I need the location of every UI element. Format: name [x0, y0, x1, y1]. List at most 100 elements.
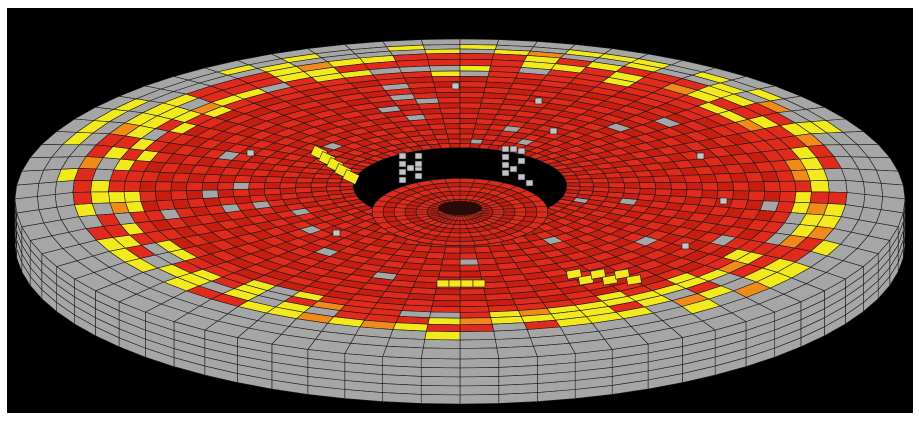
cone-cell: [459, 102, 482, 109]
cone-cell: [459, 317, 493, 326]
surround-cell: [424, 330, 461, 341]
surround-cell: [459, 339, 498, 349]
cone-cell: [459, 97, 483, 104]
cone-cell: [763, 190, 781, 202]
cone-cell: [685, 182, 703, 191]
cone-cell: [433, 133, 449, 141]
cone-cell: [430, 305, 461, 313]
yellow-highlight-cell: [436, 279, 450, 288]
surround-cell: [425, 52, 461, 61]
cone-cell: [264, 176, 283, 183]
gray-marker-cell: [534, 97, 543, 105]
cone-cell: [459, 288, 486, 296]
cone-cell: [459, 294, 487, 302]
surround-side-cell: [459, 394, 500, 405]
cone-cell: [445, 128, 461, 135]
surround-side-cell: [420, 358, 461, 369]
cone-cell: [459, 123, 477, 130]
cone-cell: [459, 107, 481, 114]
cone-cell: [427, 317, 461, 326]
cone-cell: [637, 176, 656, 183]
gray-marker-cell: [414, 152, 423, 160]
gray-marker-cell: [398, 168, 407, 176]
dust-cap-spoke: [459, 211, 543, 224]
cone-cell: [698, 173, 718, 183]
cone-cell: [248, 188, 266, 197]
cone-cell: [438, 102, 461, 109]
cone-cell: [123, 180, 142, 193]
cone-cell: [446, 133, 461, 140]
cone-cell: [435, 91, 461, 99]
cone-cell: [139, 190, 157, 202]
cone-cell: [279, 187, 297, 195]
surround-side-cell: [420, 385, 461, 396]
cone-cell: [443, 123, 461, 130]
cone-cell: [459, 75, 489, 83]
cone-cell: [438, 143, 452, 149]
surround-cell: [459, 48, 496, 55]
cone-cell: [459, 270, 482, 278]
cone-cell: [430, 70, 461, 78]
cone-cell: [459, 258, 479, 266]
gray-marker-cell: [501, 153, 510, 161]
gray-marker-cell: [509, 145, 518, 153]
gray-marker-cell: [332, 229, 341, 237]
cone-cell: [701, 189, 719, 199]
cone-cell: [809, 180, 830, 193]
cone-cell: [747, 181, 766, 192]
surround-cell: [459, 52, 495, 61]
cone-cell: [431, 300, 461, 308]
cone-cell: [441, 258, 461, 266]
yellow-highlight-cell: [472, 279, 486, 288]
surround-cell: [54, 192, 75, 208]
surround-side-cell: [14, 221, 17, 245]
gray-marker-cell: [414, 160, 423, 168]
cone-cell: [591, 177, 609, 184]
cone-cell: [434, 288, 461, 296]
gray-marker-cell: [398, 160, 407, 168]
cone-cell: [442, 252, 461, 260]
gray-marker-cell: [451, 82, 460, 90]
cone-cell: [217, 196, 237, 206]
surround-cell: [827, 191, 848, 205]
surround-cell: [382, 345, 424, 359]
cone-cell: [670, 182, 688, 190]
surround-cell: [827, 180, 848, 193]
surround-cell: [14, 196, 40, 214]
dust-cap-spoke: [377, 211, 461, 224]
surround-cell: [36, 194, 57, 211]
cone-cell: [139, 181, 157, 192]
cone-cell: [437, 97, 461, 104]
surround-cell: [425, 323, 461, 333]
yellow-highlight-cell: [614, 268, 630, 280]
cone-cell: [459, 264, 481, 272]
gray-marker-cell: [398, 176, 407, 184]
cone-cell: [794, 180, 812, 193]
cone-cell: [436, 138, 450, 145]
cone-cell: [670, 188, 688, 198]
cone-cell: [459, 142, 471, 149]
surround-cell: [459, 330, 496, 341]
gray-marker-cell: [509, 165, 518, 173]
cone-cell: [154, 190, 173, 202]
dust-cap-spoke: [459, 211, 476, 246]
gray-marker-cell: [246, 149, 255, 157]
cone-cell: [202, 197, 222, 207]
cone-cell: [438, 270, 461, 278]
cone-cell: [108, 191, 126, 204]
gray-marker-cell: [517, 157, 526, 165]
cone-cell: [90, 191, 111, 204]
surround-cell: [422, 339, 461, 349]
gray-marker-cell: [525, 179, 534, 187]
dust-cap-spoke: [459, 211, 517, 238]
gray-marker-cell: [681, 242, 690, 250]
yellow-highlight-cell: [448, 279, 462, 288]
cone-cell: [713, 173, 734, 183]
outer-surround-ring: [14, 185, 906, 405]
cone-cell: [295, 187, 312, 194]
yellow-highlight-cell: [590, 268, 606, 280]
cone-cell: [326, 186, 341, 192]
cone-cell: [459, 305, 490, 313]
cone-cell: [123, 191, 142, 203]
dust-cap-spoke: [392, 211, 461, 234]
